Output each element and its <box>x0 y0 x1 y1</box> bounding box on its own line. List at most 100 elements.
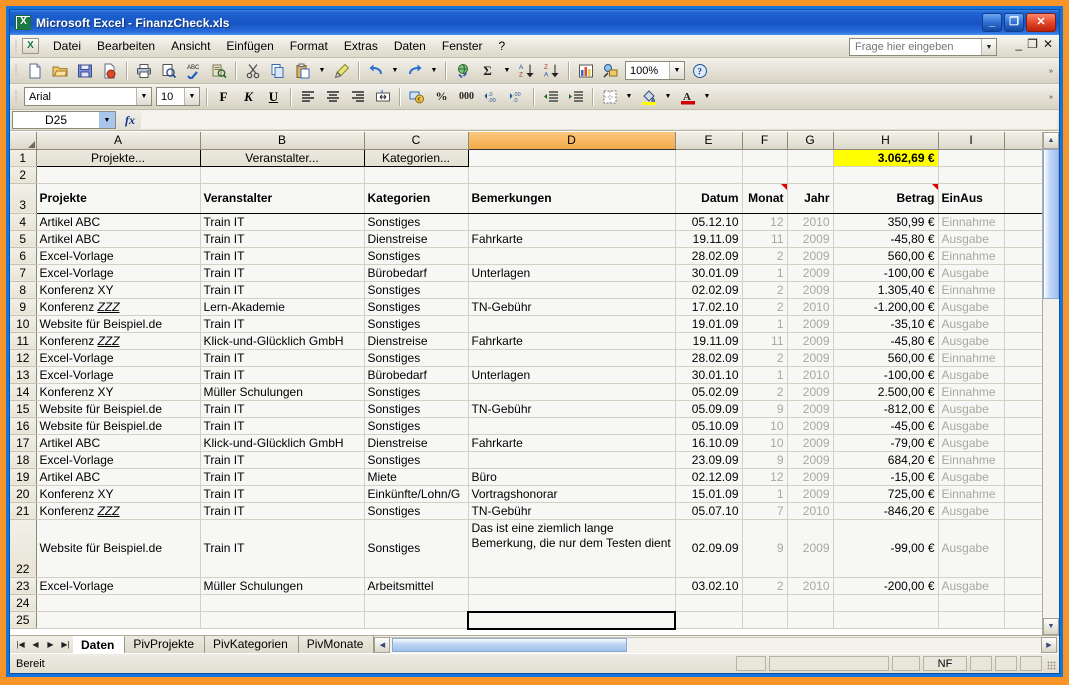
cell-jahr[interactable]: 2009 <box>787 281 834 299</box>
cell-projekt[interactable]: Excel-Vorlage <box>36 264 201 282</box>
cell-betrag[interactable]: -1.200,00 € <box>833 298 939 316</box>
table-row[interactable]: 21 Konferenz ZZZ Train IT Sonstiges TN-Gebüh… <box>10 502 1045 520</box>
cell-bemerkung[interactable]: TN-Gebühr <box>468 400 676 418</box>
cell-veranstalter[interactable]: Müller Schulungen <box>200 383 365 401</box>
cell-einaus[interactable]: Ausgabe <box>938 366 1005 384</box>
cell-monat[interactable]: 2 <box>742 349 788 367</box>
mail-pdf-icon[interactable] <box>98 60 121 82</box>
cell-b2[interactable] <box>200 166 365 184</box>
cell-veranstalter[interactable]: Train IT <box>200 213 365 231</box>
restore-button[interactable]: ❐ <box>1004 13 1024 32</box>
bold-button[interactable]: F <box>219 88 228 104</box>
research-icon[interactable] <box>207 60 230 82</box>
hyperlink-icon[interactable] <box>451 60 474 82</box>
doc-minimize-button[interactable]: _ <box>1015 37 1023 51</box>
cell-monat[interactable]: 9 <box>742 451 788 469</box>
cell-kategorie[interactable]: Dienstreise <box>364 230 469 248</box>
column-header-h[interactable]: H <box>833 132 939 150</box>
cell-datum[interactable]: 05.07.10 <box>675 502 743 520</box>
cell-datum[interactable]: 02.12.09 <box>675 468 743 486</box>
name-box[interactable]: D25 ▼ <box>12 111 116 129</box>
menu-extras[interactable]: Extras <box>343 39 378 53</box>
cell-betrag[interactable]: -15,00 € <box>833 468 939 486</box>
cell-betrag[interactable]: 350,99 € <box>833 213 939 231</box>
cell-veranstalter[interactable]: Train IT <box>200 519 365 578</box>
cell-projekt[interactable]: Konferenz XY <box>36 383 201 401</box>
cell-projekt[interactable]: Excel-Vorlage <box>36 366 201 384</box>
open-icon[interactable] <box>48 60 71 82</box>
cell-datum[interactable]: 28.02.09 <box>675 349 743 367</box>
cell-veranstalter[interactable]: Train IT <box>200 349 365 367</box>
cell-einaus[interactable]: Einnahme <box>938 349 1005 367</box>
cell-monat[interactable]: 1 <box>742 485 788 503</box>
cell-einaus[interactable]: Ausgabe <box>938 417 1005 435</box>
cell-trailing[interactable] <box>1004 383 1045 401</box>
chevron-down-icon[interactable]: ▼ <box>669 62 684 79</box>
cell-bemerkung[interactable] <box>468 247 676 265</box>
cell-monat[interactable]: 9 <box>742 400 788 418</box>
cell-bemerkung[interactable] <box>468 281 676 299</box>
menu-datei[interactable]: Datei <box>53 39 82 53</box>
cell-monat[interactable]: 2 <box>742 383 788 401</box>
cell-trailing[interactable] <box>1004 594 1045 612</box>
cell-projekt[interactable]: Website für Beispiel.de <box>36 417 201 435</box>
cell-datum[interactable]: 16.10.09 <box>675 434 743 452</box>
cell-monat[interactable]: 11 <box>742 332 788 350</box>
cell-datum[interactable]: 15.01.09 <box>675 485 743 503</box>
table-row[interactable]: 16 Website für Beispiel.de Train IT Sonstig… <box>10 417 1045 435</box>
sheet-tab-pivkategorien[interactable]: PivKategorien <box>205 636 299 653</box>
print-preview-icon[interactable] <box>157 60 180 82</box>
borders-icon[interactable] <box>598 86 621 108</box>
cell-einaus[interactable]: Ausgabe <box>938 519 1005 578</box>
cell-jahr[interactable]: 2009 <box>787 417 834 435</box>
fill-color-icon[interactable] <box>637 86 660 108</box>
cell-trailing[interactable] <box>1004 400 1045 418</box>
row-header-16[interactable]: 16 <box>10 417 37 435</box>
cell-kategorie[interactable]: Sonstiges <box>364 417 469 435</box>
column-header-f[interactable]: F <box>742 132 788 150</box>
cell-projekt[interactable] <box>36 594 201 612</box>
formula-input[interactable] <box>141 111 1057 129</box>
cell-betrag[interactable]: 560,00 € <box>833 349 939 367</box>
row-header-18[interactable]: 18 <box>10 451 37 469</box>
font-color-dropdown-icon[interactable]: ▼ <box>703 93 711 100</box>
close-button[interactable]: ✕ <box>1026 13 1056 32</box>
cell-trailing[interactable] <box>1004 315 1045 333</box>
cell-jahr[interactable]: 2010 <box>787 213 834 231</box>
row-header-19[interactable]: 19 <box>10 468 37 486</box>
formatting-toolbar-overflow-button[interactable]: » <box>1049 93 1053 101</box>
cell-j1[interactable] <box>1004 149 1045 167</box>
header-betrag[interactable]: Betrag <box>833 183 939 214</box>
menu-format[interactable]: Format <box>289 39 328 53</box>
cell-jahr[interactable]: 2009 <box>787 349 834 367</box>
header-blank[interactable] <box>1004 183 1045 214</box>
cell-betrag[interactable]: 1.305,40 € <box>833 281 939 299</box>
menu-ansicht[interactable]: Ansicht <box>171 39 211 53</box>
cell-monat[interactable] <box>742 594 788 612</box>
cell-betrag[interactable]: 725,00 € <box>833 485 939 503</box>
cell-kategorie[interactable]: Dienstreise <box>364 332 469 350</box>
row-header-3[interactable]: 3 <box>10 183 37 214</box>
cell-veranstalter[interactable]: Train IT <box>200 417 365 435</box>
cell-bemerkung[interactable]: Fahrkarte <box>468 230 676 248</box>
toolbar-overflow-button[interactable]: » <box>1049 67 1053 75</box>
cell-betrag[interactable]: -79,00 € <box>833 434 939 452</box>
cell-datum[interactable]: 02.09.09 <box>675 519 743 578</box>
cell-kategorie[interactable]: Sonstiges <box>364 451 469 469</box>
autosum-icon[interactable]: Σ <box>483 62 492 78</box>
insert-function-icon[interactable]: fx <box>125 112 135 127</box>
horizontal-scroll-thumb[interactable] <box>392 637 628 652</box>
table-row[interactable]: 8 Konferenz XY Train IT Sonstiges 02.02.09 2 2… <box>10 281 1045 299</box>
row-header-25[interactable]: 25 <box>10 611 37 629</box>
cell-j2[interactable] <box>1004 166 1045 184</box>
cell-betrag[interactable]: 684,20 € <box>833 451 939 469</box>
cell-bemerkung[interactable] <box>468 213 676 231</box>
row-header-12[interactable]: 12 <box>10 349 37 367</box>
row-header-10[interactable]: 10 <box>10 315 37 333</box>
doc-restore-button[interactable]: ❐ <box>1027 37 1038 51</box>
cell-c2[interactable] <box>364 166 469 184</box>
cell-projekt[interactable]: Konferenz ZZZ <box>36 502 201 520</box>
table-row[interactable]: 5 Artikel ABC Train IT Dienstreise Fahrkarte… <box>10 230 1045 248</box>
cell-e2[interactable] <box>675 166 743 184</box>
